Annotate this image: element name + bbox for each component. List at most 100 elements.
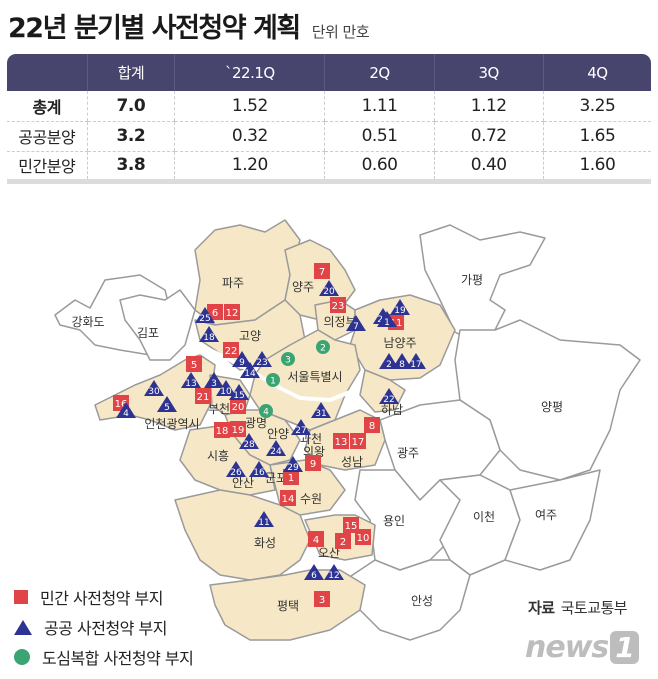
blue-triangle-icon xyxy=(239,433,259,449)
svg-text:16: 16 xyxy=(253,468,265,478)
col-header-total: 합계 xyxy=(86,54,175,91)
private-site-marker: 19 xyxy=(230,421,246,437)
table-row: 총계 7.0 1.52 1.11 1.12 3.25 xyxy=(7,91,651,122)
private-site-marker: 4 xyxy=(308,531,324,547)
private-site-marker: 6 xyxy=(207,304,223,320)
label-yeoju: 여주 xyxy=(535,508,557,522)
svg-text:11: 11 xyxy=(258,518,269,528)
col-header-q2: 2Q xyxy=(324,54,435,91)
blue-triangle-icon xyxy=(229,384,249,400)
svg-text:3: 3 xyxy=(211,379,217,389)
private-site-marker: 14 xyxy=(280,490,296,506)
blue-triangle-icon xyxy=(390,299,410,315)
red-square-icon xyxy=(283,469,299,485)
urban-site-marker: 3 xyxy=(281,352,295,366)
svg-text:7: 7 xyxy=(353,322,359,332)
public-site-marker: 9 xyxy=(232,351,252,368)
private-site-marker: 10 xyxy=(355,529,371,545)
svg-text:9: 9 xyxy=(310,459,316,470)
svg-text:19: 19 xyxy=(394,306,406,316)
cell-q4: 1.60 xyxy=(542,151,651,184)
label-yangpyeong: 양평 xyxy=(541,400,563,414)
cell-q2: 0.60 xyxy=(324,151,435,184)
blue-triangle-icon xyxy=(324,564,344,580)
red-square-icon xyxy=(333,433,349,449)
blue-triangle-icon xyxy=(346,315,366,331)
blue-triangle-icon xyxy=(157,396,177,412)
label-gimpo: 김포 xyxy=(137,326,159,340)
table-row: 민간분양 3.8 1.20 0.60 0.40 1.60 xyxy=(7,151,651,184)
region-icheon xyxy=(439,474,521,576)
page-title: 22년 분기별 사전청약 계획 xyxy=(8,13,301,44)
svg-text:10: 10 xyxy=(220,387,232,397)
blue-triangle-icon xyxy=(216,380,236,396)
public-site-marker: 6 xyxy=(304,564,324,581)
label-seongnam: 성남 xyxy=(341,455,363,469)
cell-q4: 1.65 xyxy=(542,121,651,152)
svg-text:12: 12 xyxy=(328,571,339,581)
private-site-marker: 12 xyxy=(224,304,240,320)
green-circle-icon xyxy=(259,404,273,418)
svg-text:18: 18 xyxy=(203,333,215,343)
urban-site-marker: 1 xyxy=(266,373,280,387)
cell-q3: 1.12 xyxy=(433,91,544,122)
region-yongin xyxy=(354,469,461,571)
svg-text:5: 5 xyxy=(191,360,197,371)
svg-text:14: 14 xyxy=(244,369,256,379)
svg-text:15: 15 xyxy=(233,391,244,401)
label-paju: 파주 xyxy=(222,276,244,290)
public-site-marker: 22 xyxy=(379,388,399,405)
cell-total: 7.0 xyxy=(86,91,175,122)
table-header-row: 합계 `22.1Q 2Q 3Q 4Q xyxy=(7,54,651,91)
blue-triangle-icon xyxy=(204,372,224,388)
green-circle-icon xyxy=(316,340,330,354)
blue-triangle-icon xyxy=(116,402,136,418)
red-square-icon xyxy=(207,304,223,320)
red-square-icon xyxy=(350,433,366,449)
svg-text:1: 1 xyxy=(288,473,294,484)
svg-text:26: 26 xyxy=(230,468,242,478)
region-anseong xyxy=(344,559,471,641)
label-suwon: 수원 xyxy=(300,492,322,506)
label-osan: 오산 xyxy=(318,546,340,560)
blue-triangle-icon xyxy=(249,461,269,477)
blue-triangle-icon xyxy=(291,419,311,435)
public-site-marker: 11 xyxy=(254,511,274,528)
private-site-marker: 3 xyxy=(314,591,330,607)
green-circle-icon xyxy=(266,373,280,387)
red-square-icon xyxy=(335,533,351,549)
legend-private: 민간 사전청약 부지 xyxy=(14,582,193,612)
svg-text:13: 13 xyxy=(185,379,196,389)
private-site-marker: 9 xyxy=(305,455,321,471)
han-river xyxy=(199,343,351,402)
cell-q2: 1.11 xyxy=(324,91,435,122)
region-gimpo xyxy=(119,289,196,361)
cell-q3: 0.40 xyxy=(433,151,544,184)
schedule-table: 합계 `22.1Q 2Q 3Q 4Q 총계 7.0 1.52 1.11 1.12… xyxy=(7,54,651,184)
public-site-marker: 29 xyxy=(283,456,303,473)
label-hanam: 하남 xyxy=(381,403,403,417)
svg-text:4: 4 xyxy=(313,535,319,546)
private-site-marker: 13 xyxy=(333,433,349,449)
cell-q1: 0.32 xyxy=(174,121,325,152)
blue-triangle-icon xyxy=(232,351,252,367)
label-uijeongbu: 의정부 xyxy=(323,315,356,329)
region-gapyeong xyxy=(419,224,546,341)
public-site-marker: 28 xyxy=(239,433,259,450)
header: 22년 분기별 사전청약 계획 단위 만호 xyxy=(8,6,370,45)
svg-text:11: 11 xyxy=(390,318,403,329)
blue-triangle-icon xyxy=(254,511,274,527)
svg-text:30: 30 xyxy=(148,387,160,397)
blue-triangle-icon xyxy=(304,564,324,580)
label-siheung: 시흥 xyxy=(207,449,229,463)
public-site-marker: 31 xyxy=(311,402,331,419)
svg-text:17: 17 xyxy=(352,437,365,448)
cell-total: 3.2 xyxy=(86,121,175,152)
svg-text:1: 1 xyxy=(270,377,276,387)
public-site-marker: 18 xyxy=(199,326,219,343)
cell-q1: 1.52 xyxy=(174,91,325,122)
label-gapyeong: 가평 xyxy=(461,273,483,287)
svg-text:13: 13 xyxy=(335,437,348,448)
row-label: 민간분양 xyxy=(7,151,87,184)
svg-text:4: 4 xyxy=(263,408,269,418)
